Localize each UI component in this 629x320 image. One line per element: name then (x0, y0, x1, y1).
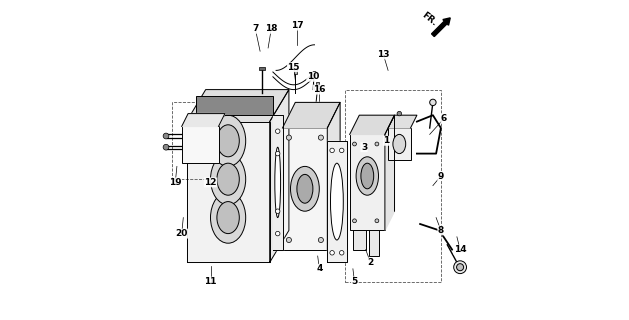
Ellipse shape (211, 192, 246, 243)
Circle shape (276, 231, 280, 236)
Bar (345, 90, 441, 282)
Circle shape (286, 135, 291, 140)
Text: 13: 13 (377, 50, 389, 59)
Text: 17: 17 (291, 21, 303, 30)
Bar (196, 96, 273, 115)
Circle shape (318, 135, 323, 140)
Ellipse shape (217, 202, 239, 234)
Circle shape (353, 219, 357, 223)
Circle shape (457, 264, 464, 271)
Circle shape (163, 144, 169, 150)
Circle shape (286, 237, 291, 243)
Circle shape (397, 111, 401, 116)
Polygon shape (187, 122, 270, 262)
Circle shape (330, 251, 335, 255)
Circle shape (318, 237, 323, 243)
Polygon shape (388, 115, 417, 128)
Circle shape (276, 151, 280, 156)
Text: 5: 5 (352, 277, 358, 286)
Ellipse shape (211, 154, 246, 205)
Bar (172, 102, 233, 179)
Bar (259, 67, 265, 70)
Circle shape (330, 148, 335, 153)
Ellipse shape (275, 147, 281, 218)
Ellipse shape (297, 174, 313, 203)
Text: FR.: FR. (420, 10, 438, 28)
Text: 11: 11 (204, 277, 217, 286)
Circle shape (312, 71, 317, 76)
Ellipse shape (291, 166, 320, 211)
Text: 19: 19 (169, 178, 182, 187)
Text: 16: 16 (313, 85, 326, 94)
Polygon shape (282, 102, 340, 128)
Ellipse shape (393, 134, 406, 154)
FancyArrow shape (431, 18, 450, 36)
Ellipse shape (361, 163, 374, 189)
Bar (182, 126, 218, 163)
Bar (350, 134, 385, 230)
Bar (388, 128, 411, 160)
Circle shape (430, 99, 436, 106)
Text: 6: 6 (441, 114, 447, 123)
Ellipse shape (330, 163, 343, 240)
Bar (369, 230, 379, 256)
Circle shape (353, 142, 357, 146)
Polygon shape (273, 115, 282, 250)
Ellipse shape (211, 115, 246, 166)
Circle shape (375, 219, 379, 223)
Text: 18: 18 (265, 24, 277, 33)
Circle shape (276, 209, 280, 213)
Text: 10: 10 (307, 72, 319, 81)
Text: 14: 14 (454, 245, 467, 254)
Text: 12: 12 (204, 178, 217, 187)
Text: 3: 3 (361, 143, 367, 152)
Text: 4: 4 (316, 264, 323, 273)
Ellipse shape (217, 163, 239, 195)
Circle shape (340, 251, 344, 255)
Bar (353, 230, 365, 250)
Text: 2: 2 (367, 258, 374, 267)
Circle shape (163, 133, 169, 139)
Circle shape (375, 142, 379, 146)
Circle shape (276, 129, 280, 133)
Bar (316, 82, 319, 86)
Text: 8: 8 (438, 226, 444, 235)
Polygon shape (385, 115, 394, 230)
Bar (294, 68, 298, 74)
Text: 15: 15 (287, 63, 300, 72)
Polygon shape (182, 114, 225, 126)
Text: 20: 20 (175, 229, 188, 238)
Bar (282, 128, 327, 250)
Polygon shape (327, 141, 347, 262)
Polygon shape (327, 102, 340, 250)
Polygon shape (350, 115, 394, 134)
Polygon shape (187, 90, 289, 122)
Ellipse shape (217, 125, 239, 157)
Text: 1: 1 (383, 136, 389, 145)
Circle shape (340, 148, 344, 153)
Text: 9: 9 (438, 172, 444, 180)
Circle shape (454, 261, 467, 274)
Text: 7: 7 (252, 24, 259, 33)
Polygon shape (270, 90, 289, 262)
Ellipse shape (356, 157, 379, 195)
